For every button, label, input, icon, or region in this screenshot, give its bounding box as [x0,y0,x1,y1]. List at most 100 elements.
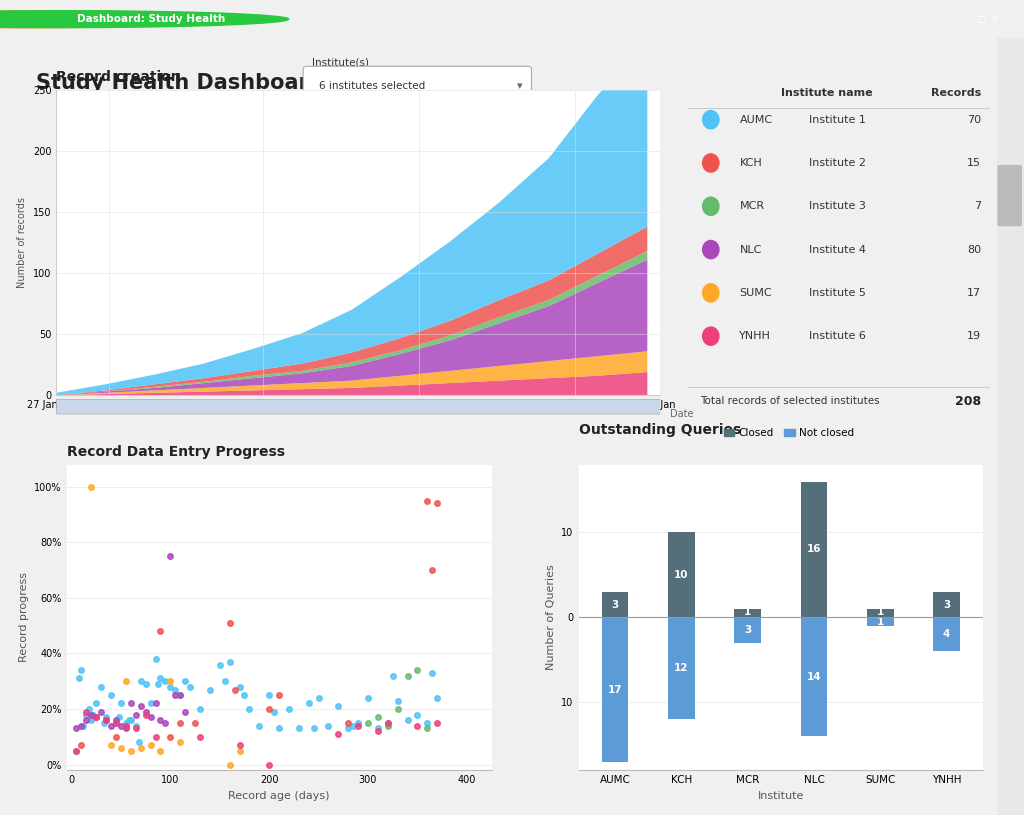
Bar [867,618,894,626]
SUMC [132,742,148,755]
X-axis label: Institute: Institute [758,791,804,800]
AUMC [123,714,139,727]
YNHH [370,725,386,738]
Text: YNHH: YNHH [739,331,771,341]
SUMC [221,758,238,771]
AUMC [121,714,137,727]
MCR [410,663,426,676]
SUMC [231,744,248,757]
KCH [162,730,178,743]
Text: 1: 1 [744,607,752,617]
AUMC [132,675,148,688]
Text: 19: 19 [967,331,981,341]
NLC [153,714,169,727]
KCH [270,689,287,702]
Text: 10: 10 [674,570,688,580]
NLC [142,711,159,724]
SUMC [83,480,99,493]
Text: Dashboard: Study Health: Dashboard: Study Health [77,14,225,24]
AUMC [266,705,283,718]
NLC [93,705,110,718]
NLC [83,708,99,721]
Bar [602,592,629,618]
KCH [429,497,445,510]
AUMC [237,689,253,702]
Bar [668,532,694,618]
NLC [113,719,129,732]
Bar [867,609,894,618]
NLC [162,549,178,562]
AUMC [137,677,154,690]
SUMC [102,738,119,751]
AUMC [78,708,94,721]
AUMC [75,719,91,732]
Circle shape [702,111,719,129]
AUMC [359,691,376,704]
AUMC [212,658,228,671]
YNHH [78,705,94,718]
Legend: AUMC, KCH, MCR, NLC, SUMC, YNHH: AUMC, KCH, MCR, NLC, SUMC, YNHH [585,464,648,561]
AUMC [81,703,97,716]
Bar [602,618,629,762]
YNHH [88,711,104,724]
YNHH [108,716,124,729]
SUMC [162,675,178,688]
MCR [399,669,416,682]
Circle shape [702,240,719,258]
NLC [128,708,144,721]
Text: 4: 4 [943,629,950,639]
KCH [108,730,124,743]
SUMC [142,738,159,751]
KCH [153,625,169,638]
FancyBboxPatch shape [303,66,531,105]
Text: Study Health Dashboard: Study Health Dashboard [36,73,324,93]
Text: Institute 6: Institute 6 [809,331,866,341]
KCH [221,616,238,629]
AUMC [300,697,316,710]
Text: Date: Date [670,408,693,419]
Text: 15: 15 [967,158,981,168]
YNHH [261,758,278,771]
Bar [801,618,827,736]
AUMC [410,708,426,721]
MCR [389,703,406,716]
Text: Record Data Entry Progress: Record Data Entry Progress [67,445,285,459]
Bar [933,618,959,651]
Text: KCH: KCH [739,158,762,168]
Bar [734,609,761,618]
MCR [419,722,435,735]
Circle shape [0,11,289,28]
Circle shape [702,327,719,346]
Text: 3: 3 [611,600,618,610]
MCR [370,711,386,724]
AUMC [128,719,144,732]
KCH [261,703,278,716]
YNHH [98,714,115,727]
YNHH [191,730,208,743]
Text: 12: 12 [674,663,688,673]
AUMC [340,722,356,735]
Text: 1: 1 [877,617,884,627]
Circle shape [702,284,719,302]
AUMC [424,667,440,680]
AUMC [172,689,188,702]
YNHH [350,719,367,732]
KCH [340,716,356,729]
AUMC [158,675,174,688]
KCH [424,564,440,577]
AUMC [153,672,169,685]
Text: 17: 17 [607,685,623,694]
AUMC [96,716,113,729]
SUMC [118,675,134,688]
MCR [359,716,376,729]
YNHH [429,716,445,729]
Text: 208: 208 [955,394,981,408]
Text: Institute name: Institute name [781,87,872,98]
AUMC [177,675,194,688]
SUMC [172,736,188,749]
AUMC [191,703,208,716]
AUMC [270,722,287,735]
YNHH [380,716,396,729]
AUMC [345,719,361,732]
AUMC [182,681,199,694]
